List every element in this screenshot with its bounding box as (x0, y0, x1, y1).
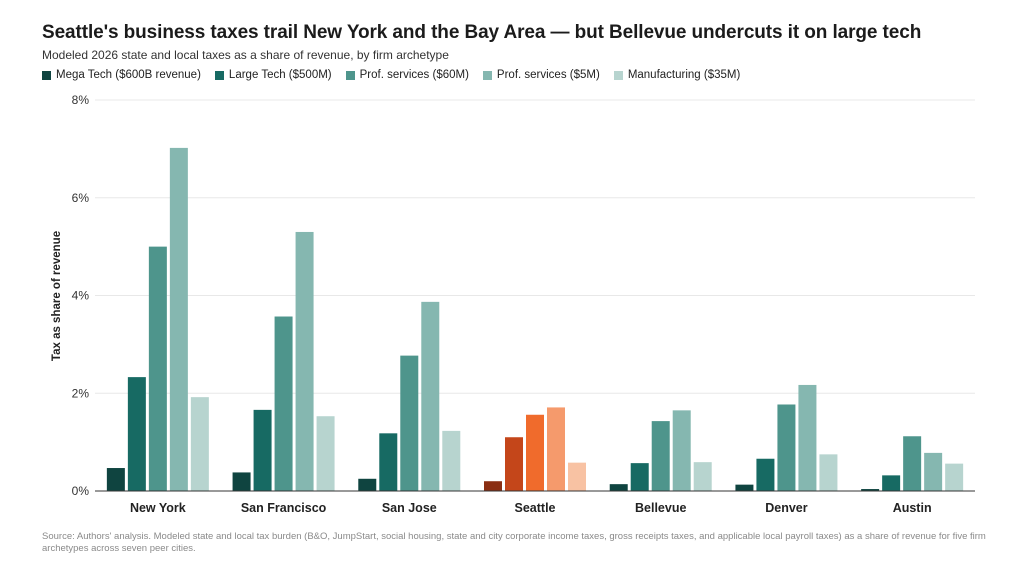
x-tick-label: Seattle (515, 501, 556, 515)
bar (735, 484, 754, 491)
bar (568, 462, 586, 491)
bar (316, 416, 335, 491)
legend-item-large-tech: Large Tech ($500M) (214, 69, 332, 81)
bar-chart: 0% 2% 4% 6% 8% Tax as share of revenue New Yor… (51, 93, 975, 515)
bar (756, 458, 775, 491)
bar (903, 436, 922, 491)
y-tick-label: 0% (72, 484, 90, 498)
y-tick-label: 4% (72, 289, 90, 303)
x-tick-label: Denver (765, 501, 808, 515)
bar (442, 430, 461, 491)
bar (505, 437, 523, 491)
legend-item-manufacturing: Manufacturing ($35M) (613, 69, 741, 81)
bar (148, 246, 167, 491)
bar (295, 231, 314, 491)
x-tick-label: Bellevue (635, 501, 686, 515)
bar (253, 409, 272, 491)
bar (526, 414, 544, 491)
bar (609, 484, 628, 491)
bar (945, 463, 964, 491)
legend-label: Prof. services ($5M) (496, 69, 600, 81)
bar (169, 147, 188, 491)
bar (693, 462, 712, 491)
bar (232, 472, 251, 491)
legend-swatch (42, 70, 51, 80)
bar (547, 407, 565, 491)
source-footnote: Source: Authors' analysis. Modeled state… (42, 531, 986, 554)
bar (672, 410, 691, 491)
y-tick-label: 2% (72, 386, 90, 400)
bar (400, 355, 419, 491)
bar (106, 468, 125, 491)
legend-label: Large Tech ($500M) (228, 69, 332, 81)
legend-item-mega-tech: Mega Tech ($600B revenue) (42, 69, 201, 81)
legend-item-prof-services-5m: Prof. services ($5M) (482, 69, 600, 81)
bar (819, 454, 838, 491)
y-tick-label: 6% (72, 191, 90, 205)
chart-title: Seattle's business taxes trail New York … (42, 22, 922, 43)
bar (484, 481, 502, 491)
x-tick-label: Austin (893, 501, 932, 515)
bar (630, 463, 649, 491)
legend-label: Manufacturing ($35M) (627, 69, 741, 81)
legend-label: Mega Tech ($600B revenue) (56, 69, 201, 81)
legend: Mega Tech ($600B revenue) Large Tech ($5… (42, 69, 740, 81)
legend-swatch (482, 70, 492, 80)
bar (777, 404, 796, 491)
y-tick-label: 8% (72, 93, 90, 107)
legend-label: Prof. services ($60M) (359, 69, 469, 81)
legend-swatch (613, 70, 623, 80)
x-tick-label: San Francisco (241, 501, 327, 515)
y-axis-label: Tax as share of revenue (51, 231, 63, 361)
bar (421, 301, 440, 491)
bar (190, 397, 209, 491)
bar (379, 433, 398, 491)
bar (882, 475, 901, 491)
bar (127, 377, 146, 491)
x-tick-label: San Jose (382, 501, 437, 515)
bar (924, 452, 943, 491)
bar (798, 384, 817, 491)
x-tick-label: New York (130, 501, 186, 515)
chart-subtitle: Modeled 2026 state and local taxes as a … (42, 48, 449, 62)
bar (861, 489, 880, 491)
legend-swatch (214, 70, 224, 80)
bar (651, 421, 670, 491)
bar (358, 478, 377, 491)
legend-swatch (345, 70, 355, 80)
bar (274, 316, 293, 491)
legend-item-prof-services-60m: Prof. services ($60M) (345, 69, 469, 81)
